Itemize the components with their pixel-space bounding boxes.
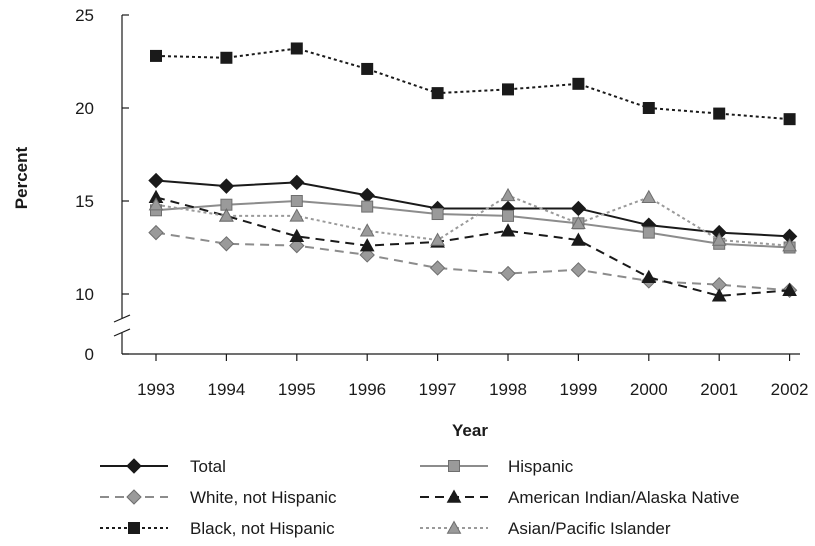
data-point xyxy=(359,247,375,263)
x-tick-label: 1996 xyxy=(348,380,386,399)
legend-item: Hispanic xyxy=(420,457,574,476)
legend-item: American Indian/Alaska Native xyxy=(420,488,740,507)
x-tick-label: 1995 xyxy=(278,380,316,399)
data-point xyxy=(571,232,586,246)
data-point xyxy=(641,189,657,203)
data-point xyxy=(150,49,162,62)
series-line xyxy=(155,196,790,297)
data-point xyxy=(570,262,587,278)
x-tick-label: 2002 xyxy=(771,380,809,399)
legend-label: Hispanic xyxy=(508,457,574,476)
data-point xyxy=(500,265,516,282)
x-axis-title: Year xyxy=(452,421,488,440)
data-point xyxy=(148,197,164,211)
data-point xyxy=(500,223,516,237)
x-tick-label: 2001 xyxy=(700,380,738,399)
legend-label: Total xyxy=(190,457,226,476)
y-tick-label: 15 xyxy=(75,192,94,211)
data-point xyxy=(431,87,444,100)
x-tick-label: 1993 xyxy=(137,380,175,399)
data-point xyxy=(783,113,796,126)
legend-label: Black, not Hispanic xyxy=(190,519,335,538)
legend-swatch-marker xyxy=(126,489,142,505)
chart-legend: Total White, not Hispanic Black, not Hispa… xyxy=(100,457,740,538)
data-point xyxy=(361,200,374,213)
data-point xyxy=(711,232,727,246)
legend-item: Asian/Pacific Islander xyxy=(420,519,671,538)
y-tick-label: 0 xyxy=(85,345,94,364)
data-point xyxy=(571,215,586,230)
x-tick-label: 1998 xyxy=(489,380,527,399)
data-point xyxy=(430,232,445,246)
legend-swatch-marker xyxy=(126,458,142,474)
y-axis-title: Percent xyxy=(12,146,31,209)
legend-swatch-marker xyxy=(446,489,462,503)
series-line xyxy=(155,179,790,238)
series-line xyxy=(155,47,790,121)
data-point xyxy=(502,83,514,96)
data-point xyxy=(359,187,375,204)
data-point xyxy=(289,208,305,222)
chart-axes: 0 10 15 20 25 1993 1994 1995 1996 1997 1998 1999 200… xyxy=(75,6,808,399)
data-point xyxy=(502,209,514,222)
legend-label: American Indian/Alaska Native xyxy=(508,488,740,507)
series-line xyxy=(155,194,790,247)
data-point xyxy=(290,195,303,207)
series-2 xyxy=(150,42,796,126)
data-point xyxy=(641,269,657,283)
chart-series-layer xyxy=(148,42,798,302)
data-point xyxy=(218,236,235,252)
series-0 xyxy=(148,172,798,245)
data-point xyxy=(289,228,305,243)
data-point xyxy=(642,226,655,239)
data-point xyxy=(711,288,727,302)
data-point xyxy=(713,107,726,120)
data-point xyxy=(572,77,585,90)
legend-item: White, not Hispanic xyxy=(100,488,337,507)
data-point xyxy=(289,174,305,191)
data-point xyxy=(290,42,303,55)
x-tick-label: 1999 xyxy=(559,380,597,399)
legend-swatch-marker xyxy=(448,460,460,472)
data-point xyxy=(361,62,374,75)
series-line xyxy=(155,231,790,292)
data-point xyxy=(289,237,305,254)
y-tick-label: 10 xyxy=(75,285,94,304)
data-point xyxy=(219,208,234,222)
data-point xyxy=(148,224,164,241)
data-point xyxy=(220,51,233,64)
legend-label: Asian/Pacific Islander xyxy=(508,519,671,538)
data-point xyxy=(642,102,655,114)
series-1 xyxy=(148,224,798,298)
data-point xyxy=(782,238,797,252)
x-tick-label: 1997 xyxy=(419,380,457,399)
data-point xyxy=(570,200,587,217)
legend-item: Total xyxy=(100,457,226,476)
data-point xyxy=(359,223,375,237)
y-tick-label: 25 xyxy=(75,6,94,25)
legend-item: Black, not Hispanic xyxy=(100,519,335,538)
legend-label: White, not Hispanic xyxy=(190,488,337,507)
data-point xyxy=(429,260,446,276)
legend-swatch-marker xyxy=(446,520,462,534)
legend-swatch-marker xyxy=(128,522,140,534)
series-5 xyxy=(148,187,797,252)
x-tick-label: 1994 xyxy=(207,380,245,399)
data-point xyxy=(500,187,516,202)
data-point xyxy=(148,172,164,189)
data-point xyxy=(359,238,375,252)
data-point xyxy=(431,208,444,221)
data-point xyxy=(218,178,235,194)
series-line xyxy=(155,199,790,249)
axis-break-mark xyxy=(113,328,131,337)
y-tick-label: 20 xyxy=(75,99,94,118)
data-point xyxy=(782,282,797,296)
axis-break-mark xyxy=(113,314,131,323)
x-tick-label: 2000 xyxy=(630,380,668,399)
